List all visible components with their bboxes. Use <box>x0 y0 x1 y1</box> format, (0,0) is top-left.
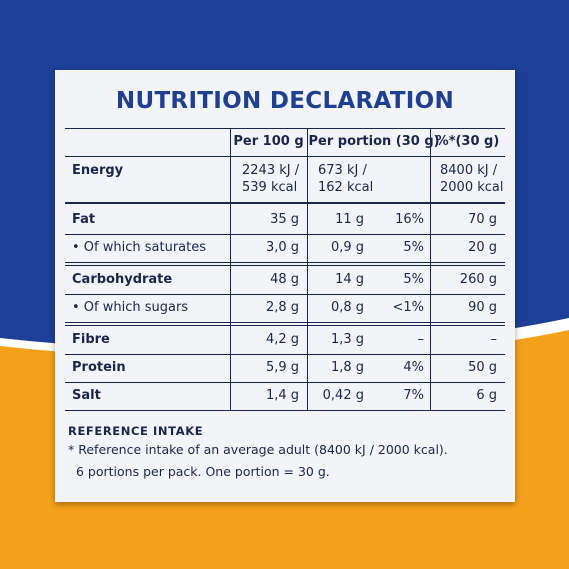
cell-value: 2,8 g <box>265 300 299 315</box>
grid-line <box>65 262 505 263</box>
footer-heading: REFERENCE INTAKE <box>68 424 204 438</box>
row-label: Energy <box>72 163 124 178</box>
cell-value: 48 g <box>270 272 299 287</box>
footer-note: 6 portions per pack. One portion = 30 g. <box>76 464 330 479</box>
cell-value: 7% <box>403 388 424 403</box>
grid-line <box>430 128 431 410</box>
cell-value: 0,9 g <box>330 240 364 255</box>
cell-value: 4,2 g <box>265 332 299 347</box>
grid-line <box>65 128 505 129</box>
cell-value: 5% <box>403 272 424 287</box>
cell-value: 1,8 g <box>330 360 364 375</box>
grid-line <box>65 325 505 326</box>
cell-value: 162 kcal <box>318 180 374 195</box>
row-label: Fibre <box>72 332 110 347</box>
column-header: Per 100 g <box>233 134 304 149</box>
cell-value: 16% <box>395 212 424 227</box>
row-label: • Of which saturates <box>72 240 206 255</box>
grid-line <box>65 156 505 157</box>
cell-value: 4% <box>403 360 424 375</box>
cell-value: 2000 kcal <box>440 180 504 195</box>
cell-value: 539 kcal <box>242 180 298 195</box>
cell-value: 14 g <box>335 272 364 287</box>
cell-value: 0,42 g <box>322 388 364 403</box>
cell-value: – <box>417 332 425 347</box>
cell-value: 1,4 g <box>265 388 299 403</box>
footer-note: * Reference intake of an average adult (… <box>68 442 448 457</box>
cell-value: 1,3 g <box>330 332 364 347</box>
cell-value: 8400 kJ / <box>440 163 498 178</box>
grid-line <box>65 410 505 411</box>
row-label: Fat <box>72 212 96 227</box>
column-header: Per portion (30 g) <box>308 134 440 149</box>
title: NUTRITION DECLARATION <box>115 88 455 114</box>
cell-value: 5% <box>403 240 424 255</box>
cell-value: 50 g <box>468 360 497 375</box>
row-label: Salt <box>72 388 101 403</box>
cell-value: 70 g <box>468 212 497 227</box>
cell-value: 260 g <box>459 272 497 287</box>
row-label: Protein <box>72 360 126 375</box>
cell-value: 6 g <box>476 388 497 403</box>
grid-line <box>65 322 505 323</box>
cell-value: – <box>490 332 498 347</box>
cell-value: 2243 kJ / <box>242 163 300 178</box>
cell-value: 20 g <box>468 240 497 255</box>
column-header: %*(30 g) <box>435 134 500 149</box>
grid-line <box>65 354 505 355</box>
cell-value: <1% <box>392 300 424 315</box>
grid-line <box>65 382 505 383</box>
label-panel: NUTRITION DECLARATION REFERENCE INTAKE P… <box>55 70 515 502</box>
grid-line <box>65 265 505 266</box>
cell-value: 11 g <box>335 212 364 227</box>
row-label: Carbohydrate <box>72 272 173 287</box>
grid-line <box>65 202 505 204</box>
cell-value: 0,8 g <box>330 300 364 315</box>
grid-line <box>65 234 505 235</box>
cell-value: 3,0 g <box>265 240 299 255</box>
cell-value: 673 kJ / <box>318 163 367 178</box>
row-label: • Of which sugars <box>72 300 189 315</box>
grid-line <box>65 294 505 295</box>
cell-value: 90 g <box>468 300 497 315</box>
grid-line <box>230 128 231 410</box>
grid-line <box>307 128 308 410</box>
cell-value: 5,9 g <box>265 360 299 375</box>
cell-value: 35 g <box>270 212 299 227</box>
